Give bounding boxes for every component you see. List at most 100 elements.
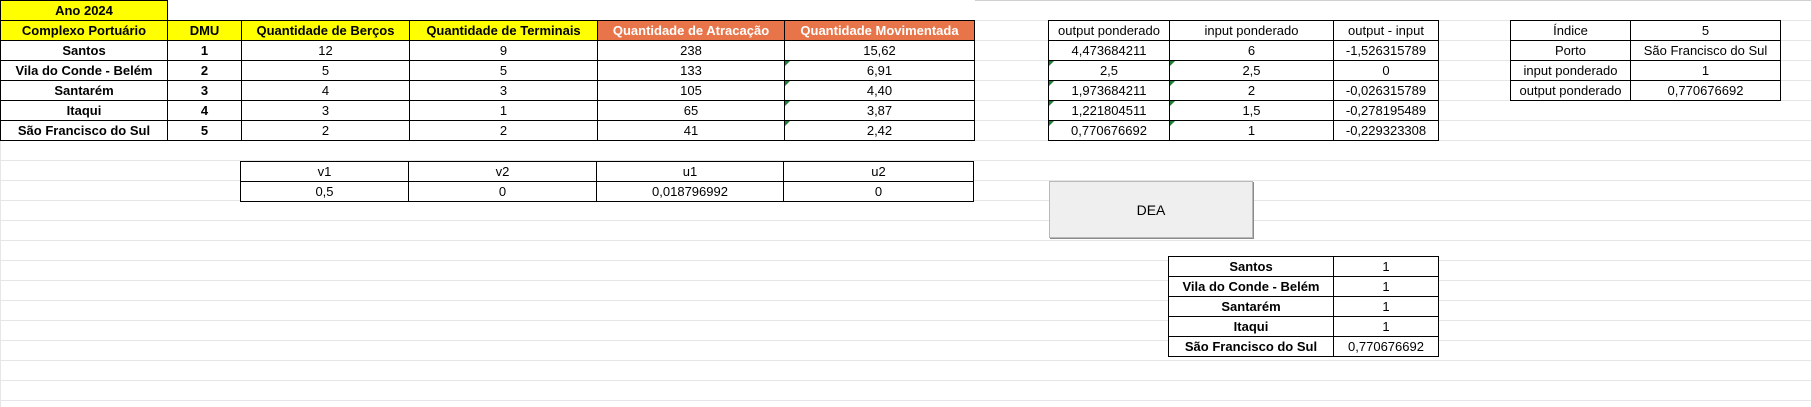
bercos-cell[interactable]: 2 [241, 120, 410, 141]
result-port-cell[interactable]: Santos [1168, 256, 1334, 277]
input-ponderado-value-cell[interactable]: 1 [1630, 60, 1781, 81]
table-row: 0,5 0 0,018796992 0 [240, 181, 974, 202]
dmu-cell[interactable]: 3 [167, 80, 242, 101]
result-efficiency-cell[interactable]: 1 [1333, 316, 1439, 337]
input-ponderado-cell[interactable]: 2,5 [1169, 60, 1334, 81]
output-minus-input-cell[interactable]: -0,026315789 [1333, 80, 1439, 101]
terminais-cell[interactable]: 3 [409, 80, 598, 101]
weight-header-v1[interactable]: v1 [240, 161, 409, 182]
result-port-cell[interactable]: São Francisco do Sul [1168, 336, 1334, 357]
weight-header-v2[interactable]: v2 [408, 161, 597, 182]
dmu-table: Ano 2024 Complexo Portuário DMU Quantida… [0, 0, 975, 141]
atracacao-cell[interactable]: 238 [597, 40, 785, 61]
index-value-cell[interactable]: 5 [1630, 20, 1781, 41]
dmu-cell[interactable]: 2 [167, 60, 242, 81]
input-ponderado-cell[interactable]: 2 [1169, 80, 1334, 101]
result-port-cell[interactable]: Vila do Conde - Belém [1168, 276, 1334, 297]
input-ponderado-cell[interactable]: 1,5 [1169, 100, 1334, 121]
header-output-ponderado[interactable]: output ponderado [1048, 20, 1170, 41]
port-name-cell[interactable]: Itaqui [0, 100, 168, 121]
output-ponderado-cell[interactable]: 0,770676692 [1048, 120, 1170, 141]
port-name-cell[interactable]: Santarém [0, 80, 168, 101]
header-output-minus-input[interactable]: output - input [1333, 20, 1439, 41]
input-ponderado-cell[interactable]: 1 [1169, 120, 1334, 141]
dmu-cell[interactable]: 1 [167, 40, 242, 61]
table-row: São Francisco do Sul 0,770676692 [1168, 336, 1439, 357]
table-row: Itaqui 1 [1168, 316, 1439, 337]
porto-value-cell[interactable]: São Francisco do Sul [1630, 40, 1781, 61]
weight-header-u2[interactable]: u2 [783, 161, 974, 182]
result-port-cell[interactable]: Santarém [1168, 296, 1334, 317]
porto-label-cell[interactable]: Porto [1510, 40, 1631, 61]
atracacao-cell[interactable]: 133 [597, 60, 785, 81]
table-row: Vila do Conde - Belém 1 [1168, 276, 1439, 297]
bercos-cell[interactable]: 4 [241, 80, 410, 101]
terminais-cell[interactable]: 9 [409, 40, 598, 61]
table-row: Santos 1 [1168, 256, 1439, 277]
output-ponderado-cell[interactable]: 4,473684211 [1048, 40, 1170, 61]
header-input-ponderado[interactable]: input ponderado [1169, 20, 1334, 41]
input-ponderado-cell[interactable]: 6 [1169, 40, 1334, 61]
weight-header-u1[interactable]: u1 [596, 161, 784, 182]
table-row: Santos 1 12 9 238 15,62 [0, 40, 975, 61]
result-efficiency-cell[interactable]: 1 [1333, 256, 1439, 277]
table-row: Itaqui 4 3 1 65 3,87 [0, 100, 975, 121]
year-label-cell[interactable]: Ano 2024 [0, 0, 168, 21]
result-efficiency-cell[interactable]: 1 [1333, 276, 1439, 297]
port-name-cell[interactable]: São Francisco do Sul [0, 120, 168, 141]
dmu-cell[interactable]: 5 [167, 120, 242, 141]
output-ponderado-cell[interactable]: 1,973684211 [1048, 80, 1170, 101]
port-name-cell[interactable]: Vila do Conde - Belém [0, 60, 168, 81]
input-ponderado-label-cell[interactable]: input ponderado [1510, 60, 1631, 81]
output-minus-input-cell[interactable]: 0 [1333, 60, 1439, 81]
terminais-cell[interactable]: 1 [409, 100, 598, 121]
table-row: 2,5 2,5 0 [1048, 60, 1439, 81]
header-quantidade-atracacao[interactable]: Quantidade de Atracação [597, 20, 785, 41]
movimentada-cell[interactable]: 6,91 [784, 60, 975, 81]
output-minus-input-cell[interactable]: -0,278195489 [1333, 100, 1439, 121]
table-row: Índice 5 [1510, 20, 1781, 41]
output-ponderado-label-cell[interactable]: output ponderado [1510, 80, 1631, 101]
header-quantidade-terminais[interactable]: Quantidade de Terminais [409, 20, 598, 41]
dea-button[interactable]: DEA [1049, 181, 1253, 238]
table-row: 4,473684211 6 -1,526315789 [1048, 40, 1439, 61]
terminais-cell[interactable]: 2 [409, 120, 598, 141]
atracacao-cell[interactable]: 41 [597, 120, 785, 141]
header-quantidade-movimentada[interactable]: Quantidade Movimentada [784, 20, 975, 41]
bercos-cell[interactable]: 12 [241, 40, 410, 61]
header-quantidade-bercos[interactable]: Quantidade de Berços [241, 20, 410, 41]
index-label-cell[interactable]: Índice [1510, 20, 1631, 41]
weights-table: v1 v2 u1 u2 0,5 0 0,018796992 0 [240, 161, 974, 202]
movimentada-cell[interactable]: 4,40 [784, 80, 975, 101]
header-complexo-portuario[interactable]: Complexo Portuário [0, 20, 168, 41]
dmu-cell[interactable]: 4 [167, 100, 242, 121]
header-dmu[interactable]: DMU [167, 20, 242, 41]
result-port-cell[interactable]: Itaqui [1168, 316, 1334, 337]
result-efficiency-cell[interactable]: 1 [1333, 296, 1439, 317]
port-name-cell[interactable]: Santos [0, 40, 168, 61]
weight-v2-cell[interactable]: 0 [408, 181, 597, 202]
result-efficiency-cell[interactable]: 0,770676692 [1333, 336, 1439, 357]
output-minus-input-cell[interactable]: -0,229323308 [1333, 120, 1439, 141]
output-minus-input-cell[interactable]: -1,526315789 [1333, 40, 1439, 61]
dea-results-table: Santos 1 Vila do Conde - Belém 1 Santaré… [1168, 256, 1439, 357]
atracacao-cell[interactable]: 65 [597, 100, 785, 121]
table-row: São Francisco do Sul 5 2 2 41 2,42 [0, 120, 975, 141]
weight-u2-cell[interactable]: 0 [783, 181, 974, 202]
output-ponderado-cell[interactable]: 2,5 [1048, 60, 1170, 81]
bercos-cell[interactable]: 5 [241, 60, 410, 81]
index-table: Índice 5 Porto São Francisco do Sul inpu… [1510, 20, 1781, 101]
atracacao-cell[interactable]: 105 [597, 80, 785, 101]
movimentada-cell[interactable]: 3,87 [784, 100, 975, 121]
bercos-cell[interactable]: 3 [241, 100, 410, 121]
movimentada-cell[interactable]: 2,42 [784, 120, 975, 141]
weight-u1-cell[interactable]: 0,018796992 [596, 181, 784, 202]
table-row: Vila do Conde - Belém 2 5 5 133 6,91 [0, 60, 975, 81]
weight-v1-cell[interactable]: 0,5 [240, 181, 409, 202]
output-ponderado-cell[interactable]: 1,221804511 [1048, 100, 1170, 121]
output-ponderado-value-cell[interactable]: 0,770676692 [1630, 80, 1781, 101]
movimentada-cell[interactable]: 15,62 [784, 40, 975, 61]
dea-button-label: DEA [1136, 201, 1166, 218]
terminais-cell[interactable]: 5 [409, 60, 598, 81]
table-row: Santarém 3 4 3 105 4,40 [0, 80, 975, 101]
